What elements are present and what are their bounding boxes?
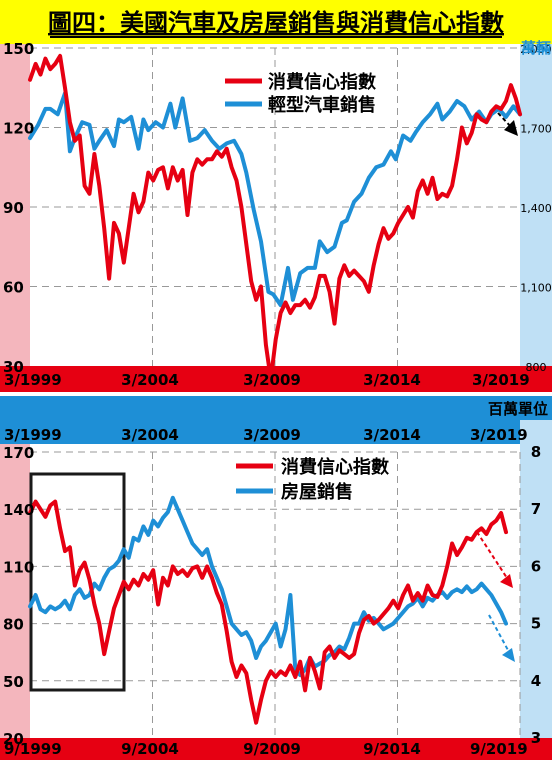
bottom-series [28,495,508,725]
right-tick-label: 8 [531,443,541,461]
x-tick-label-bottom: 9/2009 [243,740,301,758]
top-right-ticks: 2,000 1,700 1,400 1,100 800 [520,43,552,374]
x-tick-label: 3/2009 [243,371,301,389]
series-line-confidence [28,53,522,382]
bottom-right-ticks: 8 7 6 5 4 3 [531,443,541,747]
top-series [28,53,522,382]
bottom-x-ticks-bottom: 9/1999 9/2004 9/2009 9/2014 9/2019 [4,740,528,758]
bottom-right-unit: 百萬單位 [488,400,548,418]
x-tick-label-top: 3/2014 [363,426,421,444]
right-tick-label: 1,100 [520,282,552,295]
x-tick-label-bottom: 9/2004 [121,740,179,758]
left-tick-label: 30 [3,358,24,376]
top-x-axis-bar [0,366,552,392]
left-tick-label: 50 [3,673,24,691]
series-line-sales [28,495,508,678]
left-tick-label: 170 [3,444,34,462]
left-tick-label: 80 [3,616,24,634]
left-tick-label: 60 [3,279,24,297]
bottom-left-axis-band [0,444,30,742]
left-tick-label: 90 [3,199,24,217]
top-right-axis-band [520,44,552,384]
legend-label-confidence-2: 消費信心指數 [281,456,389,478]
series-line-confidence [28,499,508,725]
bottom-forecast-arrow-blue [488,614,510,653]
x-tick-label-top: 3/2019 [470,426,528,444]
x-tick-label-top: 3/2004 [121,426,179,444]
x-tick-label: 3/2004 [121,371,179,389]
left-tick-label: 20 [3,730,24,748]
right-tick-label: 5 [531,615,541,633]
left-tick-label: 140 [3,501,34,519]
x-tick-label-top: 3/2009 [243,426,301,444]
right-tick-label: 2,000 [520,43,552,56]
right-tick-label: 800 [526,361,547,374]
bottom-forecast-arrowhead-blue [502,648,515,662]
x-tick-label: 3/1999 [4,371,62,389]
bottom-right-axis-band [520,420,552,760]
right-tick-label: 6 [531,557,541,575]
top-legend: 消費信心指數 輕型汽車銷售 [225,71,376,116]
top-forecast-arrowhead [504,120,518,136]
x-tick-label-bottom: 9/2014 [363,740,421,758]
bottom-legend: 消費信心指數 房屋銷售 [236,456,389,503]
bottom-panel: 百萬單位 170 140 110 80 50 20 8 7 6 5 4 3 3/1999 3/2004… [0,396,552,760]
right-tick-label: 3 [531,729,541,747]
legend-label-home-sales: 房屋銷售 [281,481,353,503]
bottom-x-axis-bar [0,738,552,760]
right-tick-label: 1,700 [520,123,552,136]
top-left-ticks: 150 120 90 60 30 [3,40,34,376]
top-right-unit: 萬輛 [521,39,551,57]
bottom-x-axis-top-bar [0,396,552,444]
bottom-forecast-arrowhead-red [500,574,513,588]
bottom-x-ticks-top: 3/1999 3/2004 3/2009 3/2014 3/2019 [4,426,528,444]
right-tick-label: 1,400 [520,202,552,215]
x-tick-label: 3/2019 [472,371,530,389]
x-tick-label: 3/2014 [363,371,421,389]
x-tick-label-top: 3/1999 [4,426,62,444]
top-x-ticks: 3/1999 3/2004 3/2009 3/2014 3/2019 [4,371,530,389]
right-tick-label: 4 [531,672,541,690]
series-line-sales [28,91,522,308]
left-tick-label: 120 [3,120,34,138]
left-tick-label: 150 [3,40,34,58]
x-tick-label-bottom: 9/2019 [470,740,528,758]
figure-title: 圖四：美國汽車及房屋銷售與消費信心指數 [48,9,504,37]
top-left-axis-band [0,44,30,384]
legend-label-auto-sales: 輕型汽車銷售 [268,94,376,116]
left-tick-label: 110 [3,558,34,576]
bottom-left-ticks: 170 140 110 80 50 20 [3,444,34,748]
top-grid [30,47,520,366]
legend-label-confidence: 消費信心指數 [268,71,376,93]
bottom-forecast-arrow-red [476,531,508,579]
right-tick-label: 7 [531,500,541,518]
x-tick-label-bottom: 9/1999 [4,740,62,758]
